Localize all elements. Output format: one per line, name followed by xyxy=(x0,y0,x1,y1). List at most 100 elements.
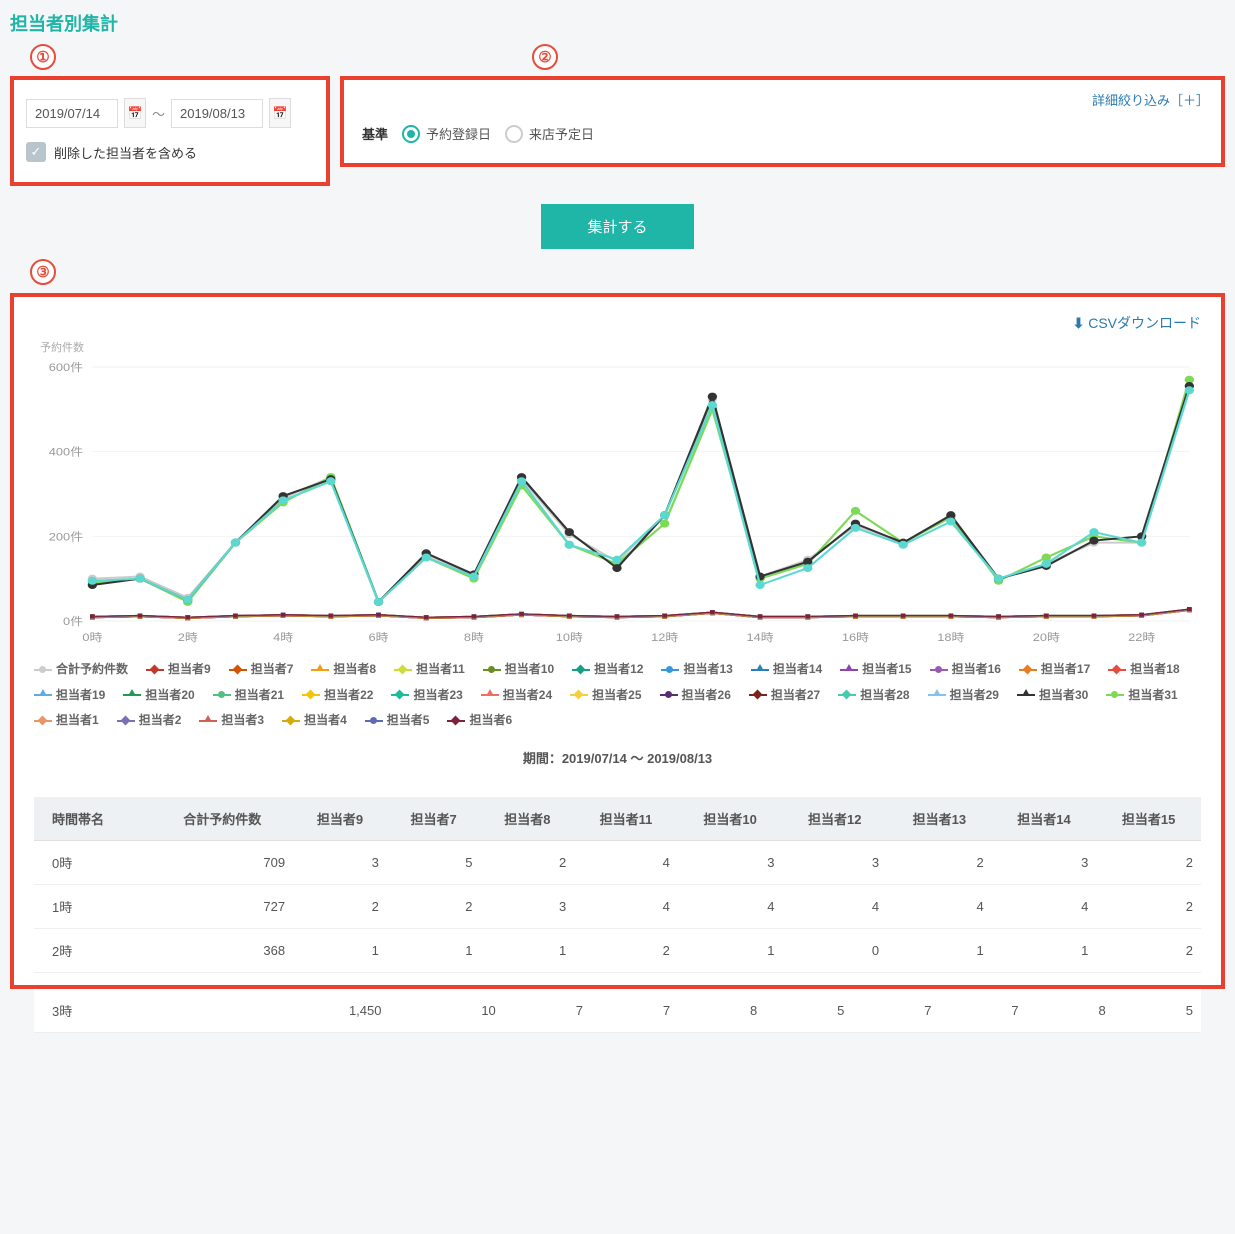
filter-date-box: 📅 ～ 📅 ✓ 削除した担当者を含める xyxy=(10,76,330,186)
legend-item[interactable]: 担当者24 xyxy=(481,685,552,707)
table-header: 時間帯名 xyxy=(34,797,152,841)
legend-item[interactable]: 担当者30 xyxy=(1017,685,1088,707)
legend-item[interactable]: 担当者12 xyxy=(572,659,643,681)
legend-item[interactable]: 担当者2 xyxy=(117,710,182,732)
csv-link-label: CSVダウンロード xyxy=(1088,315,1201,331)
legend-marker-icon xyxy=(749,694,767,696)
table-cell: 2時 xyxy=(34,928,152,972)
radio-visit-date[interactable]: 来店予定日 xyxy=(505,124,594,143)
detail-filter-link[interactable]: 詳細絞り込み［＋］ xyxy=(1092,90,1209,109)
legend-item[interactable]: 担当者4 xyxy=(282,710,347,732)
legend-marker-icon xyxy=(146,669,164,671)
svg-text:12時: 12時 xyxy=(651,631,678,644)
legend-item[interactable]: 担当者9 xyxy=(146,659,211,681)
legend-item[interactable]: 担当者25 xyxy=(570,685,641,707)
radio-reservation-date[interactable]: 予約登録日 xyxy=(402,124,491,143)
table-cell: 2 xyxy=(481,840,575,884)
svg-text:4時: 4時 xyxy=(273,631,293,644)
legend-item[interactable]: 担当者7 xyxy=(229,659,294,681)
legend-item[interactable]: 担当者13 xyxy=(661,659,732,681)
legend-marker-icon xyxy=(282,720,300,722)
line-chart: 0件200件400件600件0時2時4時6時8時10時12時14時16時18時2… xyxy=(34,359,1201,649)
legend-item[interactable]: 担当者29 xyxy=(928,685,999,707)
legend-label: 担当者18 xyxy=(1130,659,1179,681)
legend-item[interactable]: 担当者14 xyxy=(751,659,822,681)
svg-text:14時: 14時 xyxy=(747,631,774,644)
table-header: 担当者7 xyxy=(387,797,481,841)
legend-item[interactable]: 担当者27 xyxy=(749,685,820,707)
legend-marker-icon xyxy=(661,669,679,671)
include-deleted-checkbox[interactable]: ✓ xyxy=(26,142,46,162)
callout-1: ① xyxy=(30,44,56,70)
radio-label: 予約登録日 xyxy=(426,124,491,143)
table-cell: 2 xyxy=(1096,840,1201,884)
legend-item[interactable]: 担当者21 xyxy=(213,685,284,707)
legend-item[interactable]: 担当者20 xyxy=(123,685,194,707)
legend-item[interactable]: 担当者16 xyxy=(930,659,1001,681)
legend-marker-icon xyxy=(34,720,52,722)
table-header: 担当者11 xyxy=(574,797,678,841)
svg-text:16時: 16時 xyxy=(842,631,869,644)
legend-item[interactable]: 担当者5 xyxy=(365,710,430,732)
calendar-icon[interactable]: 📅 xyxy=(269,98,291,128)
table-row: 0時709352433232 xyxy=(34,840,1201,884)
legend-label: 担当者22 xyxy=(324,685,373,707)
table-cell: 10 xyxy=(390,989,504,1033)
callout-2: ② xyxy=(532,44,558,70)
svg-text:20時: 20時 xyxy=(1033,631,1060,644)
legend-item[interactable]: 担当者6 xyxy=(447,710,512,732)
legend-label: 担当者21 xyxy=(235,685,284,707)
table-cell: 7 xyxy=(939,989,1026,1033)
table-header: 担当者10 xyxy=(678,797,783,841)
y-axis-title: 予約件数 xyxy=(40,339,1201,355)
data-table-overflow: 3時1,4501077857785 xyxy=(34,989,1201,1033)
table-header: 担当者9 xyxy=(293,797,387,841)
legend-marker-icon xyxy=(302,694,320,696)
legend-item[interactable]: 担当者17 xyxy=(1019,659,1090,681)
legend-marker-icon xyxy=(123,694,141,696)
table-cell: 1 xyxy=(293,928,387,972)
aggregate-button[interactable]: 集計する xyxy=(541,204,693,249)
legend-item[interactable]: 担当者22 xyxy=(302,685,373,707)
legend-item[interactable]: 担当者8 xyxy=(311,659,376,681)
radio-icon xyxy=(402,125,420,143)
legend-item[interactable]: 担当者18 xyxy=(1108,659,1179,681)
legend-marker-icon xyxy=(365,720,383,722)
legend-label: 担当者30 xyxy=(1039,685,1088,707)
calendar-icon[interactable]: 📅 xyxy=(124,98,146,128)
legend-marker-icon xyxy=(840,669,858,671)
legend-item[interactable]: 担当者23 xyxy=(391,685,462,707)
legend-marker-icon xyxy=(229,669,247,671)
legend-item[interactable]: 担当者15 xyxy=(840,659,911,681)
legend-item[interactable]: 担当者31 xyxy=(1106,685,1177,707)
table-cell: 3 xyxy=(992,840,1097,884)
date-from-input[interactable] xyxy=(26,99,118,128)
table-cell: 1,450 xyxy=(207,989,389,1033)
legend-label: 担当者15 xyxy=(862,659,911,681)
svg-text:18時: 18時 xyxy=(937,631,964,644)
table-cell: 1 xyxy=(387,928,481,972)
svg-text:0時: 0時 xyxy=(82,631,102,644)
legend-label: 担当者29 xyxy=(950,685,999,707)
csv-download-link[interactable]: ⬇ CSVダウンロード xyxy=(34,313,1201,333)
legend-item[interactable]: 担当者19 xyxy=(34,685,105,707)
legend-marker-icon xyxy=(447,720,465,722)
legend-item[interactable]: 担当者3 xyxy=(199,710,264,732)
legend-marker-icon xyxy=(751,669,769,671)
legend-marker-icon xyxy=(483,669,501,671)
table-cell: 4 xyxy=(574,884,678,928)
legend-item[interactable]: 担当者28 xyxy=(838,685,909,707)
table-cell: 2 xyxy=(1096,884,1201,928)
date-to-input[interactable] xyxy=(171,99,263,128)
legend-item[interactable]: 担当者11 xyxy=(394,659,465,681)
legend-item[interactable]: 担当者1 xyxy=(34,710,99,732)
table-cell: 709 xyxy=(152,840,294,884)
table-cell: 1 xyxy=(887,928,992,972)
legend-item[interactable]: 担当者26 xyxy=(660,685,731,707)
legend-item[interactable]: 担当者10 xyxy=(483,659,554,681)
table-cell: 368 xyxy=(152,928,294,972)
radio-icon xyxy=(505,125,523,143)
svg-text:2時: 2時 xyxy=(178,631,198,644)
table-cell: 4 xyxy=(574,840,678,884)
legend-item[interactable]: 合計予約件数 xyxy=(34,659,128,681)
